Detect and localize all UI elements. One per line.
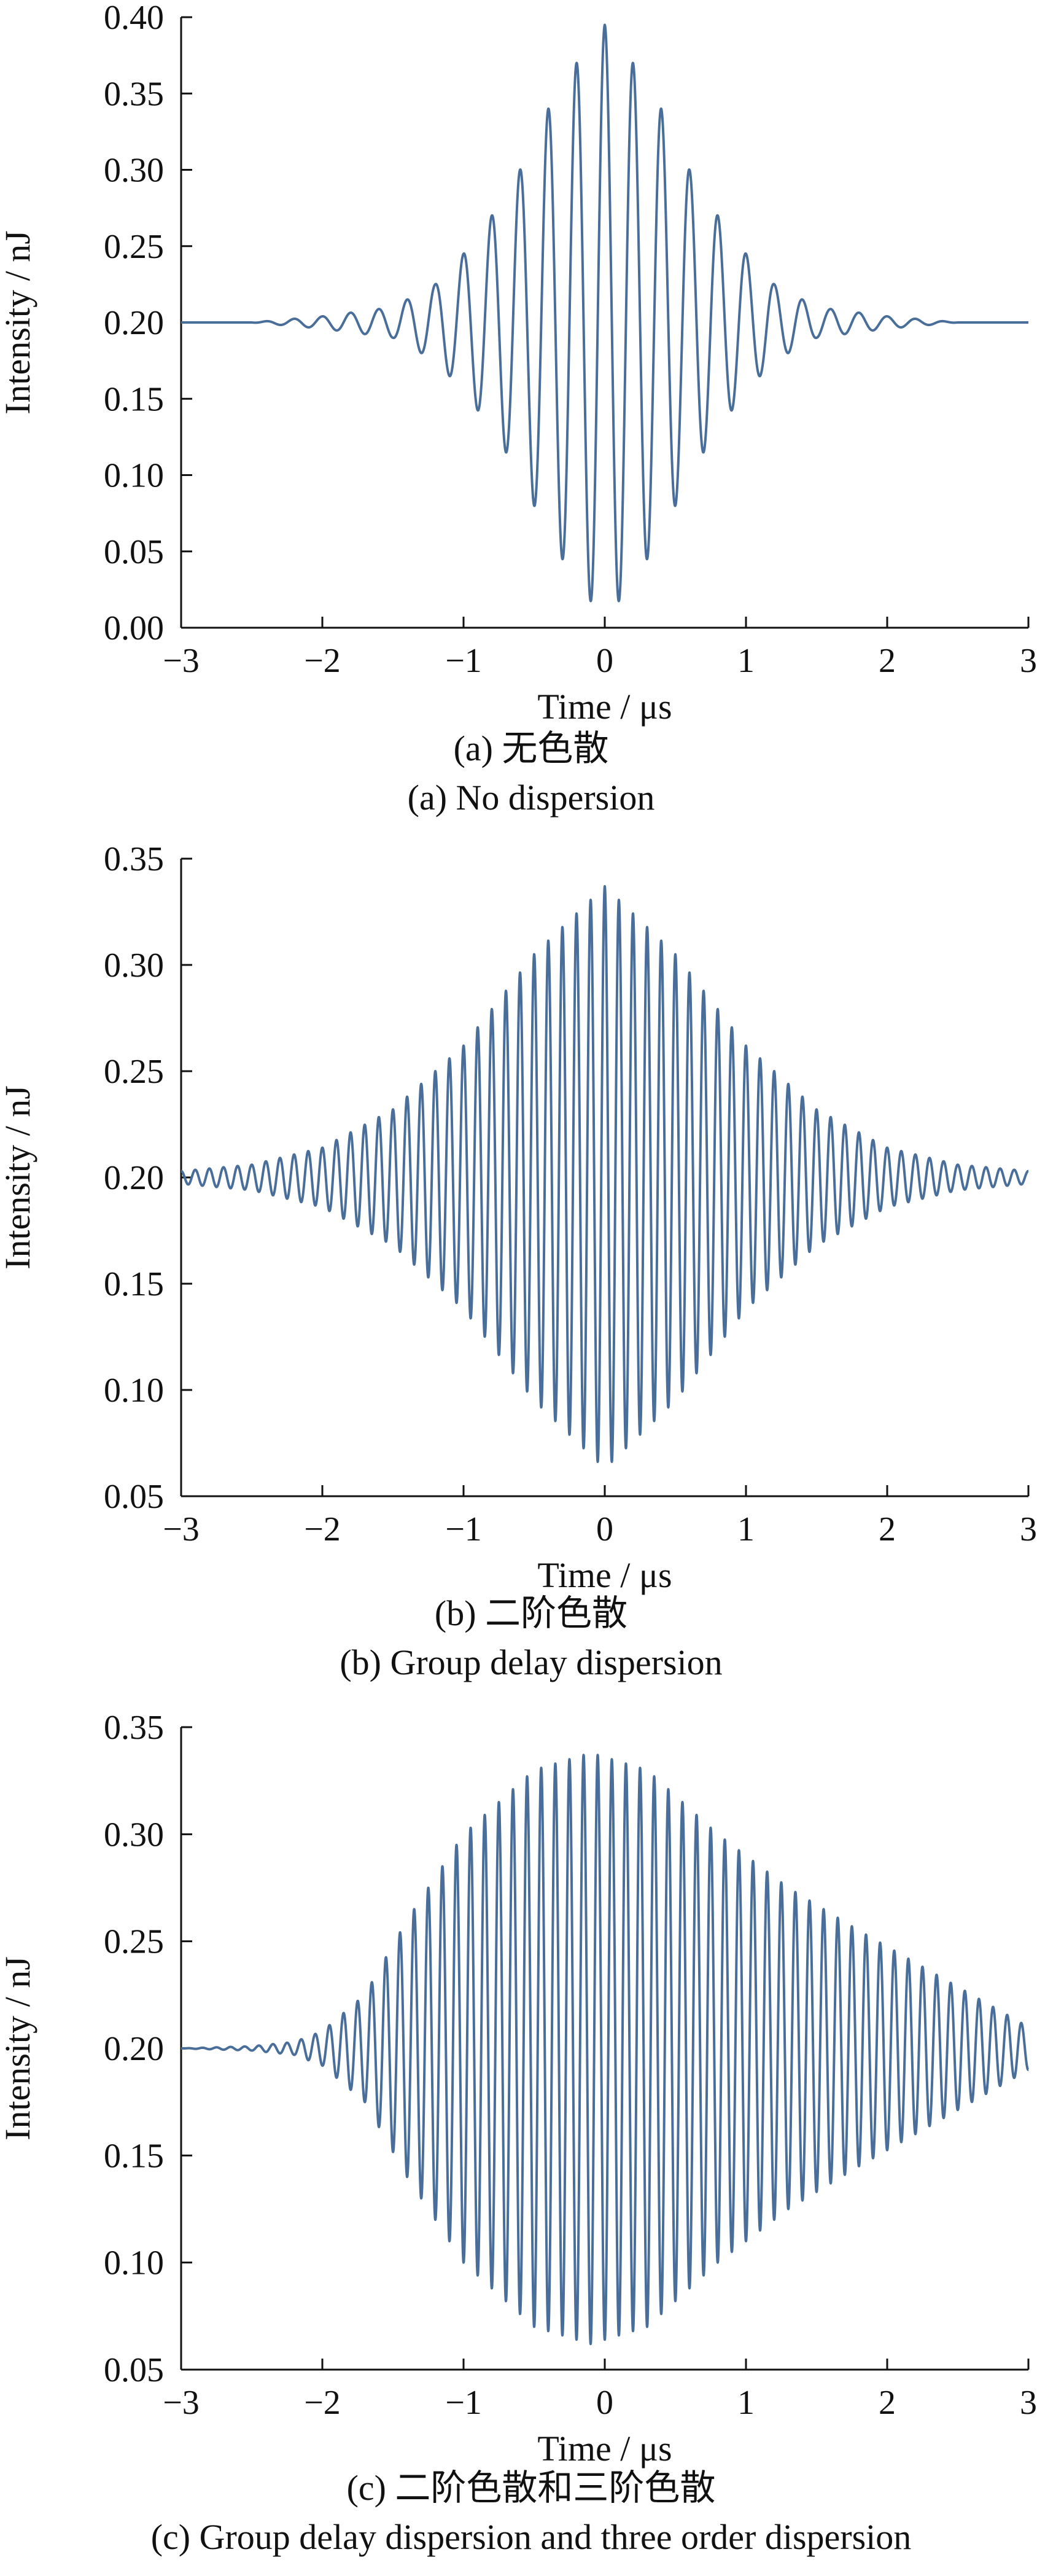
y-tick-label: 0.25	[104, 228, 164, 266]
x-tick-label: 1	[737, 1510, 755, 1548]
x-tick-label: 2	[879, 1510, 896, 1548]
y-axis-label: Intensity / nJ	[0, 230, 37, 415]
caption-en: (a) No dispersion	[408, 778, 655, 818]
chart-panel-3: −3 −2 −1 0 1 2 3 0.05 0.10 0.15 0.20 0.25 0.30 0.35 Ti…	[0, 1709, 1037, 2557]
y-tick-label: 0.30	[104, 946, 164, 985]
y-tick-label: 0.05	[104, 533, 164, 571]
x-axis-label: Time / μs	[537, 687, 672, 727]
x-tick-label: −3	[163, 642, 200, 680]
x-tick-label: −1	[445, 1510, 482, 1548]
caption-cn: (b) 二阶色散	[435, 1593, 627, 1633]
y-tick-label: 0.00	[104, 609, 164, 647]
y-tick-label: 0.35	[104, 75, 164, 113]
y-tick-label: 0.10	[104, 1372, 164, 1410]
x-tick-label: −1	[445, 2384, 482, 2422]
y-tick-label: 0.15	[104, 380, 164, 418]
x-tick-label: −3	[163, 1510, 200, 1548]
y-tick-label: 0.15	[104, 2137, 164, 2175]
x-axis-label: Time / μs	[537, 2429, 672, 2469]
y-axis-label: Intensity / nJ	[0, 1085, 37, 1270]
y-tick-label: 0.10	[104, 457, 164, 495]
chart-panel-1: −3 −2 −1 0 1 2 3 0.00 0.05 0.10 0.15 0.20 0.25 0.30 0.…	[0, 0, 1037, 818]
y-tick-label: 0.05	[104, 2351, 164, 2389]
y-tick-label: 0.30	[104, 1816, 164, 1854]
x-tick-label: 2	[879, 642, 896, 680]
x-tick-label: 1	[737, 642, 755, 680]
x-tick-label: 3	[1020, 2384, 1037, 2422]
y-tick-label: 0.10	[104, 2244, 164, 2282]
x-tick-label: −2	[304, 642, 341, 680]
caption-cn: (a) 无色散	[454, 728, 609, 768]
x-axis-label: Time / μs	[537, 1555, 672, 1595]
x-tick-label: −2	[304, 2384, 341, 2422]
y-tick-label: 0.40	[104, 0, 164, 37]
x-tick-label: 3	[1020, 642, 1037, 680]
y-tick-label: 0.30	[104, 152, 164, 190]
series-line	[180, 1754, 1030, 2346]
y-tick-label: 0.25	[104, 1923, 164, 1961]
chart-panel-2: −3 −2 −1 0 1 2 3 0.05 0.10 0.15 0.20 0.25 0.30 0.35 Ti…	[0, 840, 1037, 1682]
y-tick-label: 0.20	[104, 1159, 164, 1197]
caption-en: (b) Group delay dispersion	[340, 1642, 722, 1682]
y-tick-label: 0.05	[104, 1478, 164, 1516]
x-tick-label: −3	[163, 2384, 200, 2422]
x-tick-label: 0	[596, 2384, 613, 2422]
x-tick-label: 1	[737, 2384, 755, 2422]
y-tick-label: 0.35	[104, 1709, 164, 1747]
series-line	[180, 23, 1030, 603]
y-tick-label: 0.20	[104, 304, 164, 342]
x-tick-label: 3	[1020, 1510, 1037, 1548]
x-tick-label: 0	[596, 642, 613, 680]
x-tick-label: −2	[304, 1510, 341, 1548]
caption-en: (c) Group delay dispersion and three ord…	[151, 2517, 912, 2557]
x-tick-label: 2	[879, 2384, 896, 2422]
y-tick-label: 0.35	[104, 840, 164, 878]
y-tick-label: 0.20	[104, 2030, 164, 2068]
y-tick-label: 0.25	[104, 1053, 164, 1091]
series-line	[180, 884, 1030, 1463]
y-axis-label: Intensity / nJ	[0, 1956, 37, 2141]
x-tick-label: −1	[445, 642, 482, 680]
y-tick-label: 0.15	[104, 1265, 164, 1303]
x-tick-label: 0	[596, 1510, 613, 1548]
caption-cn: (c) 二阶色散和三阶色散	[347, 2468, 716, 2508]
